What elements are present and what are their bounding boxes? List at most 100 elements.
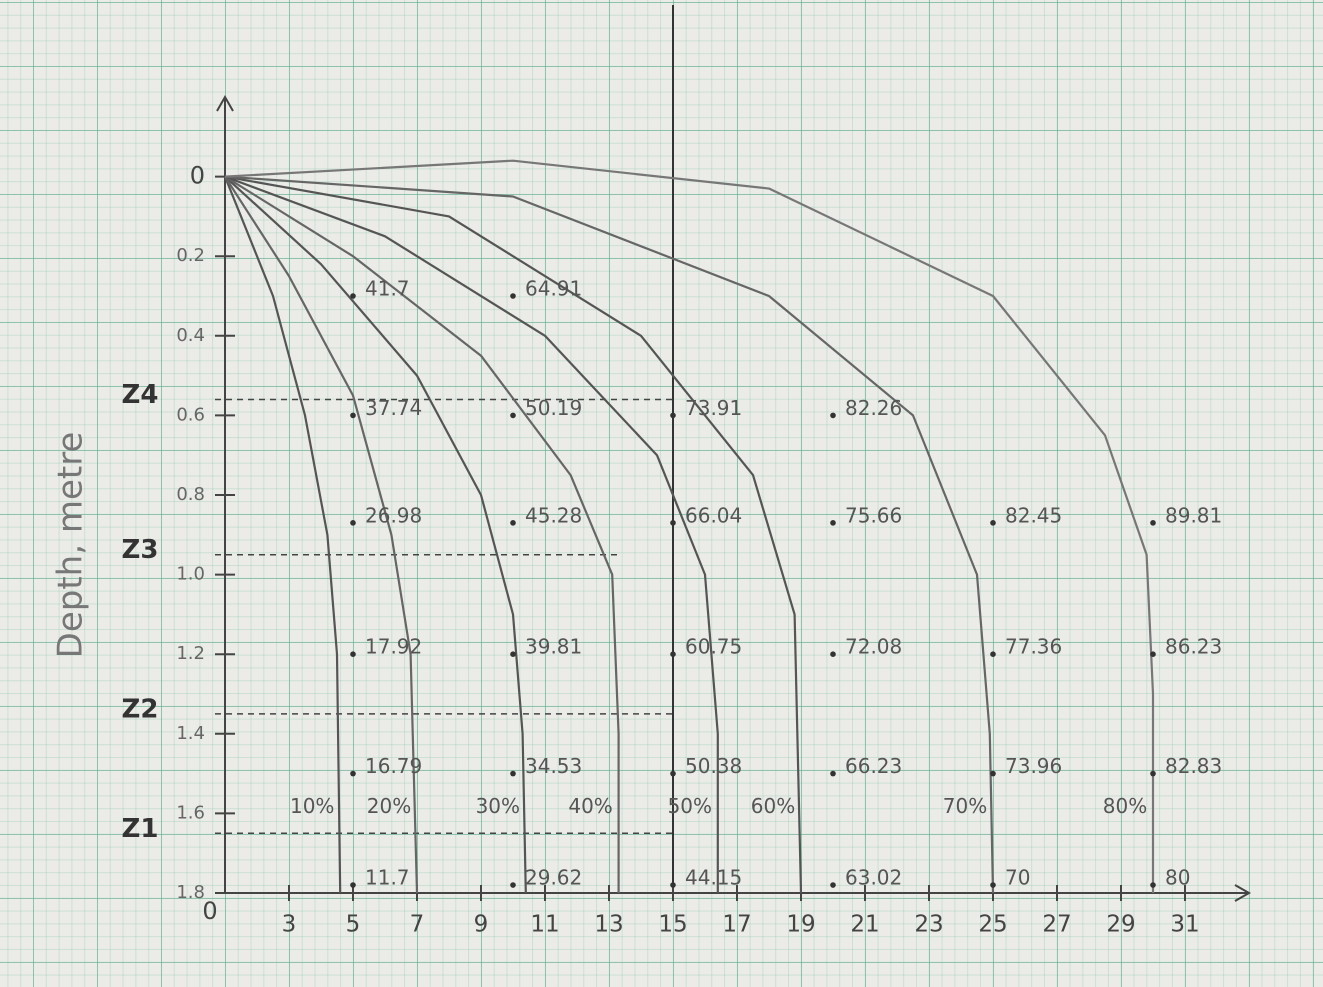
point-value-label: 29.62 bbox=[525, 866, 582, 890]
point-value-label: 73.91 bbox=[685, 396, 742, 420]
data-point bbox=[670, 882, 676, 888]
point-value-label: 60.75 bbox=[685, 635, 742, 659]
point-value-label: 77.36 bbox=[1005, 635, 1062, 659]
data-point bbox=[670, 520, 676, 526]
isoline-label: 80% bbox=[1103, 794, 1147, 818]
point-value-label: 39.81 bbox=[525, 635, 582, 659]
data-point bbox=[830, 520, 836, 526]
point-value-label: 41.7 bbox=[365, 277, 410, 301]
x-tick-label: 31 bbox=[1170, 912, 1199, 938]
data-point bbox=[990, 651, 996, 657]
data-point bbox=[670, 651, 676, 657]
origin-label: 0 bbox=[202, 897, 217, 925]
isoline-label: 30% bbox=[476, 794, 520, 818]
isoline-label: 40% bbox=[568, 794, 612, 818]
isoline-label: 70% bbox=[943, 794, 987, 818]
point-value-label: 37.74 bbox=[365, 396, 422, 420]
x-tick-label: 29 bbox=[1106, 912, 1135, 938]
data-point bbox=[510, 651, 516, 657]
point-value-label: 50.38 bbox=[685, 754, 742, 778]
data-point bbox=[1150, 770, 1156, 777]
data-point bbox=[830, 770, 836, 777]
isoline-label: 10% bbox=[290, 794, 334, 818]
x-axis-arrow bbox=[1234, 884, 1252, 902]
x-tick-label: 15 bbox=[658, 912, 687, 938]
y-tick-label: 1.4 bbox=[176, 723, 205, 744]
x-tick-label: 21 bbox=[850, 912, 879, 938]
y-axis-label: Depth, metre bbox=[51, 432, 91, 659]
data-point bbox=[350, 651, 356, 657]
data-point bbox=[670, 770, 676, 777]
y-tick-label: 0 bbox=[190, 162, 205, 190]
data-point bbox=[350, 882, 356, 888]
z-level-label: Z2 bbox=[122, 694, 159, 724]
point-value-label: 89.81 bbox=[1165, 503, 1222, 527]
y-tick-label: 1.2 bbox=[176, 643, 205, 664]
point-value-label: 72.08 bbox=[845, 635, 902, 659]
data-point bbox=[510, 770, 516, 777]
data-point bbox=[350, 770, 356, 777]
y-tick-label: 1.0 bbox=[176, 564, 205, 585]
data-point bbox=[510, 882, 516, 888]
x-tick-label: 13 bbox=[594, 912, 623, 938]
x-tick-label: 7 bbox=[410, 912, 425, 938]
data-point bbox=[350, 293, 356, 299]
z-level-label: Z3 bbox=[122, 535, 159, 565]
isoline-label: 50% bbox=[668, 794, 712, 818]
point-value-label: 70 bbox=[1005, 866, 1030, 890]
x-tick-label: 3 bbox=[282, 912, 297, 938]
point-value-label: 45.28 bbox=[525, 503, 582, 527]
point-value-label: 80 bbox=[1165, 866, 1190, 890]
point-value-label: 86.23 bbox=[1165, 635, 1222, 659]
point-value-label: 34.53 bbox=[525, 754, 582, 778]
isoline bbox=[224, 175, 620, 893]
data-point bbox=[510, 412, 516, 419]
isoline bbox=[224, 159, 1155, 893]
point-value-label: 44.15 bbox=[685, 866, 742, 890]
data-point bbox=[510, 293, 516, 299]
point-value-label: 64.91 bbox=[525, 277, 582, 301]
y-tick-label: 0.6 bbox=[176, 404, 205, 425]
isoline-label: 60% bbox=[751, 794, 795, 818]
y-tick-label: 1.8 bbox=[176, 882, 205, 903]
point-value-label: 63.02 bbox=[845, 866, 902, 890]
point-value-label: 75.66 bbox=[845, 503, 902, 527]
data-point bbox=[1150, 520, 1156, 526]
isoline-label: 20% bbox=[367, 794, 411, 818]
data-point bbox=[1150, 651, 1156, 657]
data-point bbox=[830, 412, 836, 419]
point-value-label: 50.19 bbox=[525, 396, 582, 420]
point-value-label: 16.79 bbox=[365, 754, 422, 778]
isoline bbox=[224, 175, 803, 894]
point-value-label: 17.92 bbox=[365, 635, 422, 659]
x-tick-label: 5 bbox=[346, 912, 361, 938]
data-point bbox=[1150, 882, 1156, 888]
point-value-label: 82.83 bbox=[1165, 754, 1222, 778]
x-tick-label: 23 bbox=[914, 912, 943, 938]
x-tick-label: 19 bbox=[786, 912, 815, 938]
x-tick-label: 17 bbox=[722, 912, 751, 938]
data-point bbox=[670, 412, 676, 419]
isoline bbox=[224, 176, 419, 894]
isoline bbox=[223, 176, 342, 894]
point-value-label: 82.26 bbox=[845, 396, 902, 420]
data-point bbox=[830, 882, 836, 888]
data-point bbox=[990, 520, 996, 526]
z-level-label: Z4 bbox=[122, 380, 159, 410]
point-value-label: 66.23 bbox=[845, 754, 902, 778]
isoline bbox=[224, 175, 527, 894]
x-tick-label: 27 bbox=[1042, 912, 1071, 938]
point-value-label: 82.45 bbox=[1005, 503, 1062, 527]
x-tick-label: 25 bbox=[978, 912, 1007, 938]
z-level-label: Z1 bbox=[122, 814, 159, 844]
point-value-label: 73.96 bbox=[1005, 754, 1062, 778]
isoline bbox=[224, 175, 719, 893]
isoline bbox=[224, 175, 995, 894]
x-tick-label: 9 bbox=[474, 912, 489, 938]
y-axis-arrow bbox=[216, 94, 234, 112]
point-value-label: 26.98 bbox=[365, 503, 422, 527]
data-point bbox=[350, 412, 356, 419]
data-point bbox=[510, 520, 516, 526]
y-tick-label: 0.8 bbox=[176, 484, 205, 505]
data-point bbox=[830, 651, 836, 657]
